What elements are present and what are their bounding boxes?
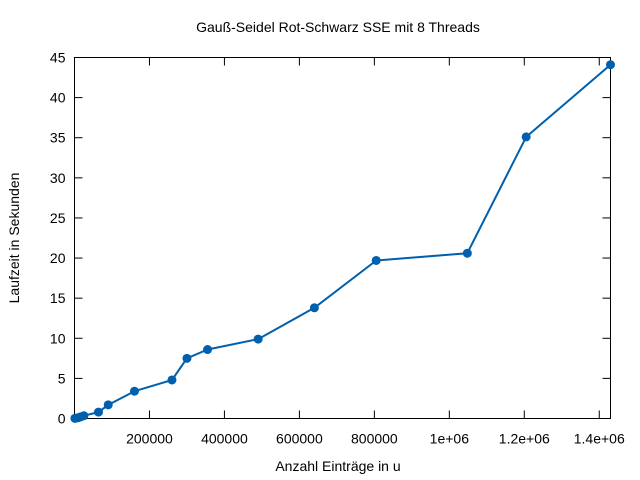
y-axis: 0 5 10 15 20 25 30 35 40 45 [50,50,611,427]
y-tick-label: 35 [50,130,66,146]
x-tick-label: 1.4e+06 [574,431,625,447]
x-tick-label: 800000 [351,431,398,447]
y-tick-label: 30 [50,170,66,186]
y-tick-label: 15 [50,290,66,306]
data-point [93,407,103,417]
y-tick-label: 25 [50,210,66,226]
data-point [253,334,263,344]
data-point [79,411,89,421]
series-line [74,63,612,420]
data-point [167,375,177,385]
y-tick-label: 10 [50,330,66,346]
data-point [371,255,381,265]
x-tick-label: 1e+06 [430,431,470,447]
y-tick-label: 0 [58,411,66,427]
y-axis-title: Laufzeit in Sekunden [6,173,22,304]
plot-frame [74,57,611,419]
y-tick-label: 20 [50,250,66,266]
y-tick-label: 45 [50,50,66,66]
data-point [309,303,319,313]
chart-title: Gauß-Seidel Rot-Schwarz SSE mit 8 Thread… [196,19,480,35]
data-point [606,60,615,70]
data-point [103,400,113,410]
x-axis-title: Anzahl Einträge in u [275,458,400,474]
data-point [129,386,139,396]
series-layer [70,60,615,423]
data-point [203,345,213,355]
y-tick-label: 5 [58,370,66,386]
data-point [182,353,192,363]
x-tick-label: 200000 [126,431,173,447]
x-tick-label: 1.2e+06 [499,431,550,447]
x-axis: 200000 400000 600000 800000 1e+06 1.2e+06 1.4e… [126,57,625,447]
data-point [462,248,472,258]
data-point [521,132,531,142]
x-tick-label: 400000 [201,431,248,447]
y-tick-label: 40 [50,90,66,106]
x-tick-label: 600000 [276,431,323,447]
